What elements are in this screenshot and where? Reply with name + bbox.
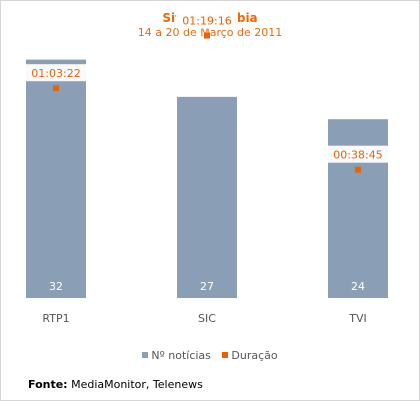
source-text: MediaMonitor, Telenews	[71, 378, 203, 391]
duration-point-sic	[204, 32, 210, 39]
legend-item-duration: Duração	[222, 349, 278, 362]
legend-label-news: Nº notícias	[151, 349, 211, 362]
category-label-sic: SIC	[198, 312, 216, 325]
bar-value-label-rtp1: 32	[49, 280, 63, 293]
legend-swatch-duration	[222, 352, 229, 358]
legend-label-duration: Duração	[231, 349, 278, 362]
duration-point-tvi	[355, 166, 361, 173]
duration-label-bg-rtp1	[25, 64, 87, 82]
duration-label-rtp1: 01:03:22	[31, 67, 80, 80]
duration-label-sic: 01:19:16	[182, 15, 231, 28]
bar-value-label-tvi: 24	[351, 280, 365, 293]
legend: Nº notícias Duração	[0, 349, 420, 362]
category-label-tvi: TVI	[348, 312, 367, 325]
duration-label-bg-tvi	[327, 145, 389, 163]
source-note: Fonte: MediaMonitor, Telenews	[28, 378, 203, 391]
bar-rtp1	[26, 59, 86, 298]
bar-value-label-sic: 27	[200, 280, 214, 293]
category-label-rtp1: RTP1	[42, 312, 69, 325]
duration-label-tvi: 00:38:45	[333, 149, 382, 162]
source-label: Fonte:	[28, 378, 68, 391]
duration-label-bg-sic	[176, 11, 238, 29]
bar-sic	[177, 96, 237, 298]
legend-swatch-news	[142, 352, 149, 358]
legend-item-news: Nº notícias	[142, 349, 211, 362]
chart-plot: 32 RTP1 01:03:22 27 SIC 01:19:16 24 TVI 00:38:45	[25, 11, 389, 325]
duration-point-rtp1	[53, 85, 59, 92]
chart-subtitle: 14 a 20 de Março de 2011	[137, 26, 283, 39]
